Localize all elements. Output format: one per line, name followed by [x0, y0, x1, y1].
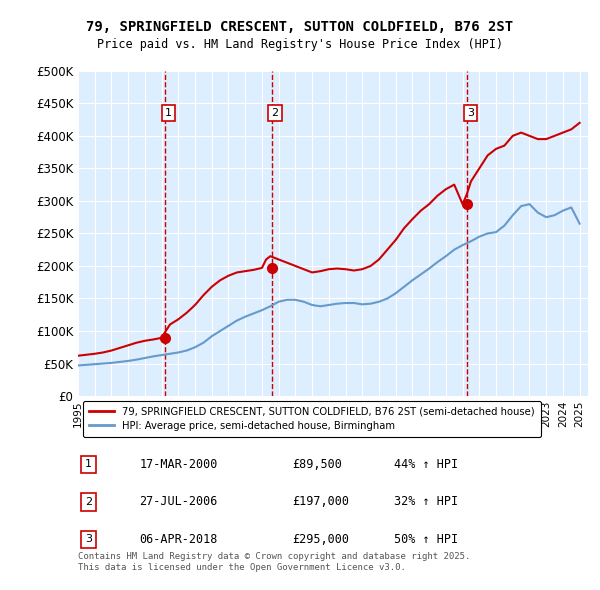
Text: 17-MAR-2000: 17-MAR-2000 — [139, 458, 218, 471]
Text: 3: 3 — [85, 535, 92, 545]
Text: 44% ↑ HPI: 44% ↑ HPI — [394, 458, 458, 471]
Text: £197,000: £197,000 — [292, 496, 349, 509]
Text: 06-APR-2018: 06-APR-2018 — [139, 533, 218, 546]
Text: £295,000: £295,000 — [292, 533, 349, 546]
Text: 1: 1 — [85, 460, 92, 470]
Text: 1: 1 — [165, 108, 172, 118]
Text: 32% ↑ HPI: 32% ↑ HPI — [394, 496, 458, 509]
Text: 2: 2 — [271, 108, 278, 118]
Legend: 79, SPRINGFIELD CRESCENT, SUTTON COLDFIELD, B76 2ST (semi-detached house), HPI: : 79, SPRINGFIELD CRESCENT, SUTTON COLDFIE… — [83, 401, 541, 437]
Text: Contains HM Land Registry data © Crown copyright and database right 2025.
This d: Contains HM Land Registry data © Crown c… — [78, 552, 470, 572]
Text: 50% ↑ HPI: 50% ↑ HPI — [394, 533, 458, 546]
Text: 27-JUL-2006: 27-JUL-2006 — [139, 496, 218, 509]
Text: £89,500: £89,500 — [292, 458, 342, 471]
Text: 79, SPRINGFIELD CRESCENT, SUTTON COLDFIELD, B76 2ST: 79, SPRINGFIELD CRESCENT, SUTTON COLDFIE… — [86, 19, 514, 34]
Text: 2: 2 — [85, 497, 92, 507]
Text: Price paid vs. HM Land Registry's House Price Index (HPI): Price paid vs. HM Land Registry's House … — [97, 38, 503, 51]
Text: 3: 3 — [467, 108, 474, 118]
